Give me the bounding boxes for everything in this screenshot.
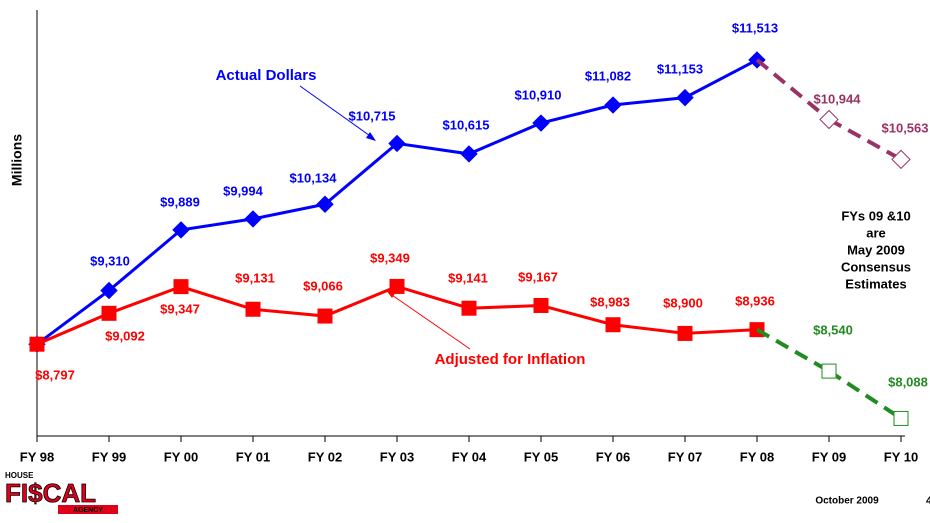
data-point xyxy=(100,281,118,300)
data-point xyxy=(893,410,909,426)
projection-link xyxy=(755,58,831,122)
annotation-arrow xyxy=(299,85,374,139)
data-point xyxy=(821,363,837,379)
series-annotation: Actual Dollars xyxy=(216,67,317,84)
data-point xyxy=(101,305,117,321)
x-tick-label: FY 05 xyxy=(524,449,558,464)
data-point xyxy=(244,210,262,228)
data-point xyxy=(172,221,190,239)
data-point xyxy=(316,195,334,213)
data-label: $9,066 xyxy=(303,278,343,293)
x-tick-label: FY 99 xyxy=(92,449,126,464)
data-point xyxy=(532,114,550,132)
x-tick-label: FY 03 xyxy=(380,449,414,464)
data-label: $8,540 xyxy=(813,322,853,337)
data-label: $11,513 xyxy=(732,20,778,35)
data-label: $9,131 xyxy=(235,270,275,285)
data-label: $9,889 xyxy=(160,194,200,209)
data-label: $10,563 xyxy=(882,120,929,135)
page-number: 4 xyxy=(926,495,930,507)
logo: HOUSE FI$CAL AGENCY xyxy=(5,471,118,514)
footer-date: October 2009 xyxy=(815,496,879,507)
data-label: $11,153 xyxy=(657,61,703,76)
note-line: Consensus xyxy=(841,259,911,274)
data-label: $9,092 xyxy=(105,328,145,343)
data-label: $8,983 xyxy=(590,294,630,309)
logo-bar xyxy=(58,505,118,514)
series-line xyxy=(827,369,903,421)
x-tick-label: FY 02 xyxy=(308,449,342,464)
data-label: $8,936 xyxy=(735,293,775,308)
x-tick-label: FY 10 xyxy=(884,449,918,464)
note-line: May 2009 xyxy=(847,242,905,257)
note-line: Estimates xyxy=(845,276,906,291)
note-line: FYs 09 &10 xyxy=(841,208,910,223)
data-label: $10,615 xyxy=(443,117,490,132)
data-point xyxy=(604,96,622,114)
data-point xyxy=(173,279,189,295)
x-tick-label: FY 09 xyxy=(812,449,846,464)
note: FYs 09 &10 are May 2009 Consensus Estima… xyxy=(841,208,911,291)
data-label: $10,944 xyxy=(814,91,862,106)
data-point xyxy=(317,308,333,324)
data-point xyxy=(819,109,839,130)
data-point xyxy=(605,317,621,333)
data-label: $10,910 xyxy=(515,87,562,102)
data-label: $8,797 xyxy=(35,367,75,382)
data-point xyxy=(460,145,478,163)
data-label: $8,900 xyxy=(663,295,703,310)
data-label: $11,082 xyxy=(585,68,631,83)
arrow-head xyxy=(366,132,376,141)
data-point xyxy=(676,88,694,107)
y-axis-label: Millions xyxy=(9,134,25,186)
logo-text: FI$CAL xyxy=(5,478,96,508)
data-point xyxy=(461,300,477,316)
projection-link xyxy=(756,327,830,373)
data-label: $9,141 xyxy=(448,270,488,285)
x-tick-label: FY 98 xyxy=(20,449,54,464)
data-label: $9,994 xyxy=(223,183,264,198)
data-point xyxy=(29,336,45,352)
series-line xyxy=(36,284,758,346)
logo-text: AGENCY xyxy=(73,507,103,514)
note-line: are xyxy=(866,225,886,240)
x-tick-label: FY 08 xyxy=(740,449,774,464)
series-annotation: Adjusted for Inflation xyxy=(435,351,586,368)
data-point xyxy=(533,297,549,313)
x-tick-label: FY 04 xyxy=(452,449,487,464)
data-point xyxy=(388,134,406,153)
data-label: $9,310 xyxy=(90,253,130,268)
data-point xyxy=(389,278,405,294)
data-point xyxy=(677,325,693,341)
x-tick-label: FY 01 xyxy=(236,449,270,464)
data-point xyxy=(891,149,911,170)
data-point xyxy=(245,301,261,317)
x-tick-label: FY 00 xyxy=(164,449,198,464)
x-tick-label: FY 06 xyxy=(596,449,630,464)
data-label: $9,349 xyxy=(370,250,410,265)
data-label: $10,715 xyxy=(349,108,396,123)
data-label: $10,134 xyxy=(290,170,338,185)
series-line xyxy=(828,117,902,162)
logo-text: HOUSE xyxy=(5,471,34,480)
x-tick-label: FY 07 xyxy=(668,449,702,464)
data-label: $9,347 xyxy=(160,301,200,316)
annotation-arrow xyxy=(388,292,471,350)
data-label: $8,088 xyxy=(888,374,928,389)
data-label: $9,167 xyxy=(518,269,558,284)
